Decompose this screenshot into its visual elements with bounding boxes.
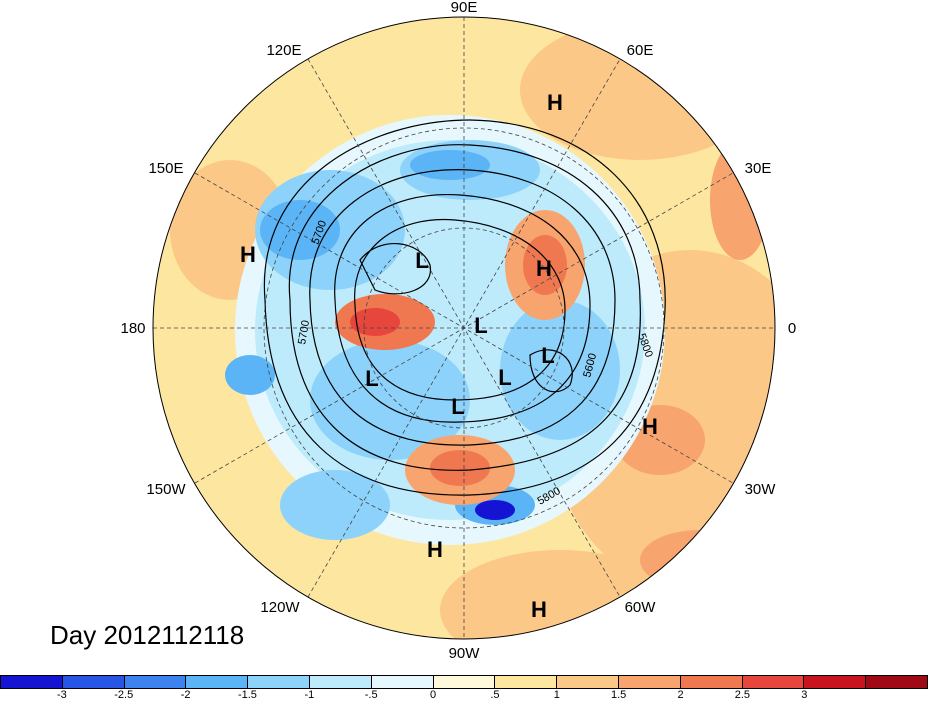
colorbar-segment [557, 676, 619, 688]
lon-label: 120W [260, 599, 300, 616]
polar-map: 90E 60E 30E 0 30W 60W 90W 120W 150W 180 … [120, 0, 796, 662]
colorbar-segment [433, 676, 496, 688]
lon-label: 150W [146, 481, 186, 498]
colorbar-segment [618, 676, 681, 688]
high-marker: H [427, 537, 443, 562]
lon-label: 30W [745, 481, 777, 498]
high-marker: H [536, 256, 552, 281]
contours [263, 119, 666, 496]
colorbar-segment [309, 676, 372, 688]
colorbar-tick-label: 2.5 [734, 689, 751, 701]
low-marker: L [474, 313, 487, 338]
lon-label: 150E [148, 160, 183, 177]
colorbar-tick-label: -1.5 [237, 689, 257, 701]
colorbar-tick-label: .5 [490, 689, 500, 701]
lon-label: 60E [627, 42, 654, 59]
colorbar-segment [186, 676, 249, 688]
high-marker: H [547, 90, 563, 115]
low-marker: L [415, 248, 428, 273]
graticule [153, 17, 775, 639]
colorbar-tick-label: -2 [180, 689, 191, 701]
lon-label: 180 [120, 320, 145, 337]
timestamp-label: Day 2012112118 [50, 620, 245, 650]
colorbar-segment [248, 676, 310, 688]
colorbar-tick-label: 1.5 [611, 689, 627, 701]
colorbar-segment [866, 676, 927, 688]
colorbar-tick-label: 0 [430, 689, 437, 701]
lon-label: 30E [745, 160, 772, 177]
colorbar-tick-label: 2 [677, 689, 684, 701]
colorbar-segment [742, 676, 805, 688]
high-marker: H [531, 597, 547, 622]
lon-label: 0 [788, 320, 796, 337]
lon-label: 90E [451, 0, 478, 16]
colorbar [0, 675, 928, 689]
colorbar-tick-label: 3 [801, 689, 808, 701]
high-marker: H [642, 414, 658, 439]
lon-label: 60W [625, 599, 657, 616]
colorbar-segment [680, 676, 743, 688]
colorbar-tick-label: -2.5 [114, 689, 134, 701]
high-marker: H [240, 242, 256, 267]
contour-label: 5700 [296, 319, 312, 345]
colorbar-segment [62, 676, 125, 688]
colorbar-segment [124, 676, 187, 688]
low-marker: L [451, 394, 464, 419]
map-border [152, 16, 776, 640]
colorbar-tick-label: -3 [56, 689, 67, 701]
lon-label: 120E [266, 42, 301, 59]
low-marker: L [541, 343, 554, 368]
anomaly-field [153, 17, 775, 639]
low-marker: L [498, 365, 511, 390]
colorbar-segment [495, 676, 558, 688]
low-marker: L [365, 366, 378, 391]
colorbar-tick-label: 1 [553, 689, 560, 701]
colorbar-segment [804, 676, 867, 688]
colorbar-segment [1, 676, 63, 688]
colorbar-tick-label: -1 [304, 689, 315, 701]
colorbar-segment [371, 676, 434, 688]
colorbar-tick-label: -.5 [364, 689, 378, 701]
lon-label: 90W [449, 645, 481, 662]
